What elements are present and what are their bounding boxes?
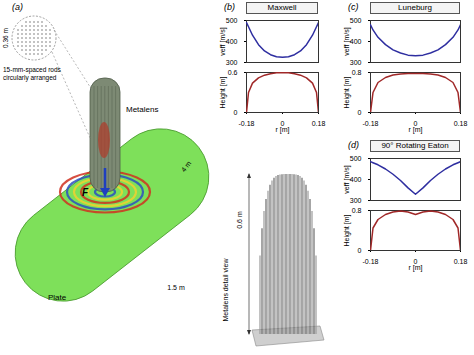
html-text:(b): (b)	[224, 2, 235, 12]
svg-text:400: 400	[350, 38, 362, 45]
svg-text:Metalens detail view: Metalens detail view	[222, 258, 229, 322]
svg-text:0.36 m: 0.36 m	[2, 28, 9, 48]
svg-text:(a): (a)	[12, 2, 23, 12]
svg-text:Metalens: Metalens	[126, 105, 158, 114]
html-text:(c): (c)	[348, 2, 359, 12]
html-text:Maxwell: Maxwell	[267, 3, 297, 12]
svg-text:Height [m]: Height [m]	[343, 214, 351, 246]
svg-text:F: F	[82, 187, 89, 198]
svg-text:500: 500	[226, 17, 238, 24]
svg-text:300: 300	[350, 197, 362, 204]
svg-text:veff [m/s]: veff [m/s]	[343, 27, 351, 55]
svg-text:500: 500	[350, 155, 362, 162]
svg-text:300: 300	[350, 59, 362, 66]
svg-text:0.6 m: 0.6 m	[236, 211, 243, 229]
svg-text:0.18: 0.18	[454, 120, 468, 127]
svg-text:4 m: 4 m	[180, 160, 193, 174]
svg-text:0: 0	[280, 120, 285, 128]
html-text:Luneburg: Luneburg	[398, 3, 432, 12]
svg-text:0: 0	[413, 120, 418, 128]
svg-text:1.5 m: 1.5 m	[167, 284, 185, 291]
svg-text:Height [m]: Height [m]	[343, 76, 351, 108]
svg-text:0: 0	[358, 247, 362, 254]
svg-text:0: 0	[413, 258, 418, 266]
svg-text:0.18: 0.18	[454, 258, 468, 265]
svg-text:0: 0	[358, 109, 362, 116]
svg-text:-0.18: -0.18	[363, 258, 379, 265]
svg-text:r [m]: r [m]	[276, 126, 290, 134]
svg-text:0.8: 0.8	[352, 207, 362, 214]
svg-text:500: 500	[350, 17, 362, 24]
svg-text:r [m]: r [m]	[409, 264, 423, 272]
svg-text:-0.18: -0.18	[363, 120, 379, 127]
svg-text:circularly arranged: circularly arranged	[3, 74, 57, 82]
html-text:90° Rotating Eaton: 90° Rotating Eaton	[381, 141, 449, 150]
svg-text:0.6: 0.6	[228, 69, 238, 76]
svg-text:0: 0	[234, 109, 238, 116]
svg-text:400: 400	[226, 38, 238, 45]
html-text:(d): (d)	[348, 140, 359, 150]
svg-text:r [m]: r [m]	[409, 126, 423, 134]
svg-text:15-mm-spaced rods: 15-mm-spaced rods	[3, 66, 62, 74]
svg-text:veff [m/s]: veff [m/s]	[219, 27, 227, 55]
svg-text:300: 300	[226, 59, 238, 66]
svg-text:0.18: 0.18	[312, 120, 326, 127]
svg-text:-0.18: -0.18	[239, 120, 255, 127]
svg-text:veff [m/s]: veff [m/s]	[343, 165, 351, 193]
svg-text:Height [m]: Height [m]	[219, 76, 227, 108]
svg-text:0.8: 0.8	[352, 69, 362, 76]
svg-text:Plate: Plate	[48, 293, 67, 302]
svg-text:400: 400	[350, 176, 362, 183]
